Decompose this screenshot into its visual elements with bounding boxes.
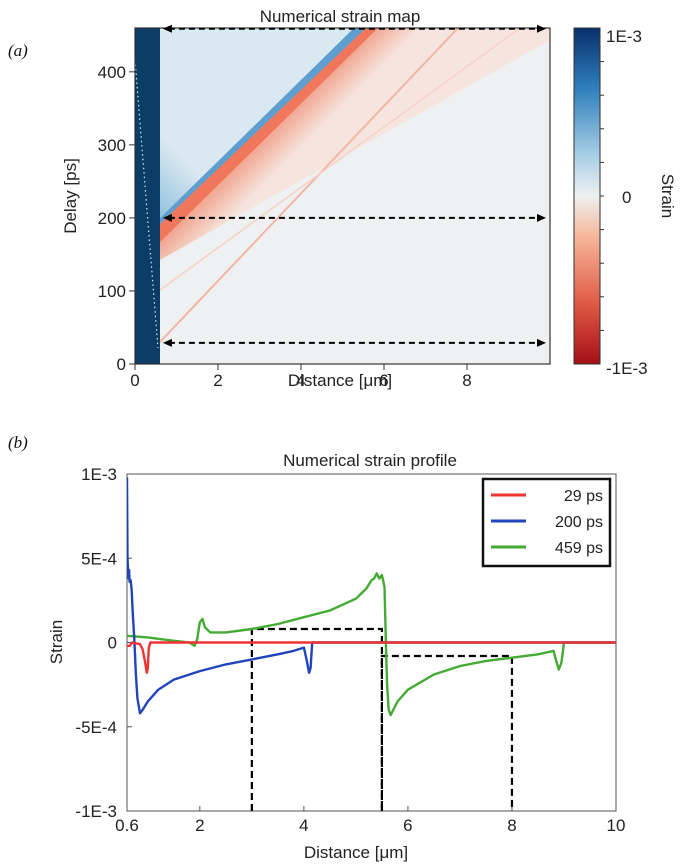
profile-y-tick-label: 0: [108, 634, 117, 653]
colorbar: 1E-3 0 -1E-3 Strain: [573, 27, 677, 378]
profile-markers: [250, 627, 514, 811]
profile-y-label: Strain: [47, 620, 66, 664]
profile-x-tick-label: 10: [607, 816, 626, 835]
colorbar-gradient: [573, 27, 601, 365]
delay-marker-arrow-left: [162, 213, 172, 222]
series-line-459ps: [127, 572, 616, 717]
profile-marker: [250, 627, 384, 811]
heatmap-fronts: [159, 28, 550, 343]
heatmap-y-tick-label: 200: [98, 209, 126, 228]
delay-marker-arrow-right: [537, 24, 546, 33]
profile-axes: 0.6 2 4 6 8 10 1E-3 5E-4 0 -5E-4 -1E-3: [75, 465, 625, 835]
faint-echo-line: [159, 28, 521, 291]
profile-x-tick-label: 4: [299, 816, 308, 835]
panel-label-a: (a): [8, 41, 28, 60]
profile-x-tick-label: 6: [403, 816, 412, 835]
colorbar-tick-max: 1E-3: [606, 27, 642, 46]
heatmap-title: Numerical strain map: [260, 7, 421, 26]
heatmap-ticks: 0 2 4 6 8 0 100 200 300 400: [98, 63, 472, 390]
colorbar-tick-zero: 0: [622, 188, 631, 207]
colorbar-label: Strain: [658, 174, 677, 218]
film-layer: [135, 28, 160, 364]
profile-y-tick-label: 5E-4: [81, 549, 117, 568]
weak-echo-line: [159, 28, 459, 343]
series-line-200ps: [127, 477, 616, 715]
profile-title: Numerical strain profile: [283, 451, 457, 470]
heatmap-y-tick-label: 300: [98, 136, 126, 155]
colorbar-minor-ticks: [600, 61, 604, 331]
profile-y-tick-label: -1E-3: [75, 802, 117, 821]
heatmap-y-tick-label: 400: [98, 63, 126, 82]
heatmap-x-tick-label: 2: [213, 371, 222, 390]
profile-ticks: 0.6 2 4 6 8 10 1E-3 5E-4 0 -5E-4 -1E-3: [75, 465, 625, 835]
strain-map: [134, 27, 551, 365]
delay-marker-arrow-right: [537, 213, 546, 222]
profile-x-label: Distance [μm]: [304, 843, 408, 862]
delay-marker-arrow-left: [162, 24, 172, 33]
delay-marker-arrow-right: [537, 338, 546, 347]
profile-marker: [380, 654, 514, 811]
heatmap-x-tick-label: 8: [462, 371, 471, 390]
series-line-29ps: [127, 641, 616, 674]
profile-x-tick-label: 2: [195, 816, 204, 835]
heatmap-y-label: Delay [ps]: [61, 158, 80, 234]
heatmap-x-tick-label: 4: [296, 371, 305, 390]
profile-series: [127, 477, 616, 717]
panel-label-b: (b): [8, 433, 28, 452]
heatmap-y-tick-label: 0: [117, 355, 126, 374]
legend-label-459ps: 459 ps: [555, 540, 603, 557]
heatmap-x-tick-label: 0: [130, 371, 139, 390]
legend: 29 ps 200 ps 459 ps: [481, 477, 612, 568]
compression-front-edge: [160, 28, 378, 242]
legend-label-200ps: 200 ps: [555, 514, 603, 531]
profile-y-tick-label: -5E-4: [75, 718, 117, 737]
heatmap-y-tick-label: 100: [98, 282, 126, 301]
compression-wedge: [160, 28, 550, 260]
profile-y-tick-label: 1E-3: [81, 465, 117, 484]
profile-x-tick-label: 0.6: [115, 816, 139, 835]
film-edge-dots: [134, 59, 159, 349]
delay-markers: [162, 24, 546, 347]
colorbar-tick-min: -1E-3: [606, 359, 648, 378]
heatmap-x-label: Distance [μm]: [288, 371, 392, 390]
legend-label-29ps: 29 ps: [564, 488, 603, 505]
delay-marker-arrow-left: [162, 338, 172, 347]
profile-x-tick-label: 8: [507, 816, 516, 835]
heatmap-x-tick-label: 6: [379, 371, 388, 390]
